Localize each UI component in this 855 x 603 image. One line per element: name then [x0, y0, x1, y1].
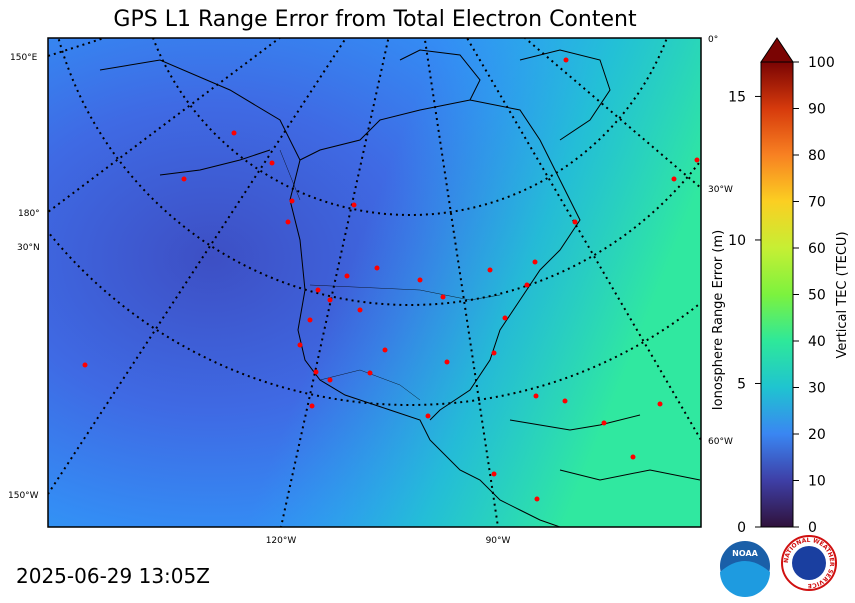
coastlines [99, 49, 701, 527]
map-frame [47, 37, 702, 528]
colorbar [760, 37, 794, 528]
colorbar-tick-label: 10 [808, 474, 826, 490]
nws-center [792, 546, 826, 580]
stations [82, 57, 700, 502]
graticule-label: 180° [18, 209, 40, 219]
colorbar-tick-label: 90 [808, 102, 826, 118]
range-tick-label: 10 [728, 233, 746, 249]
graticule-label: 120°W [266, 536, 297, 546]
colorbar-tick-label: 60 [808, 241, 826, 257]
colorbar-tick-label: 40 [808, 334, 826, 350]
graticule-label: 30°N [17, 243, 40, 253]
graticule-label: 60°W [708, 437, 733, 447]
colorbar-tick-label: 70 [808, 195, 826, 211]
range-tick-label: 0 [737, 520, 746, 536]
graticule-label: 30°W [708, 185, 733, 195]
range-tick-label: 5 [737, 376, 746, 392]
colorbar-body [760, 61, 794, 528]
tec-field-high [48, 38, 701, 527]
graticule [48, 38, 701, 527]
title: GPS L1 Range Error from Total Electron C… [113, 7, 637, 32]
colorbar-tick-label: 100 [808, 55, 835, 71]
graticule-label: 150°E [10, 53, 38, 63]
timestamp: 2025-06-29 13:05Z [16, 564, 210, 588]
colorbar-tick-label: 80 [808, 148, 826, 164]
graticule-label: 0° [708, 35, 718, 45]
colorbar-tick-label: 50 [808, 288, 826, 304]
colorbar-label: Vertical TEC (TECU) [835, 231, 850, 358]
colorbar-tick-label: 0 [808, 520, 817, 536]
colorbar-tick-label: 30 [808, 381, 826, 397]
map [48, 38, 701, 527]
range-axis-label: Ionosphere Range Error (m) [711, 230, 726, 410]
graticule-label: 150°W [8, 491, 39, 501]
noaa-text: NOAA [732, 549, 758, 558]
range-tick-label: 15 [728, 89, 746, 105]
noaa-wave [720, 561, 770, 597]
graticule-label: 90°W [486, 536, 511, 546]
colorbar-extend [760, 37, 794, 63]
logos: NOAA NATIONAL WEATHER SERVICE [720, 535, 837, 597]
borders [279, 149, 501, 401]
colorbar-tick-label: 20 [808, 427, 826, 443]
